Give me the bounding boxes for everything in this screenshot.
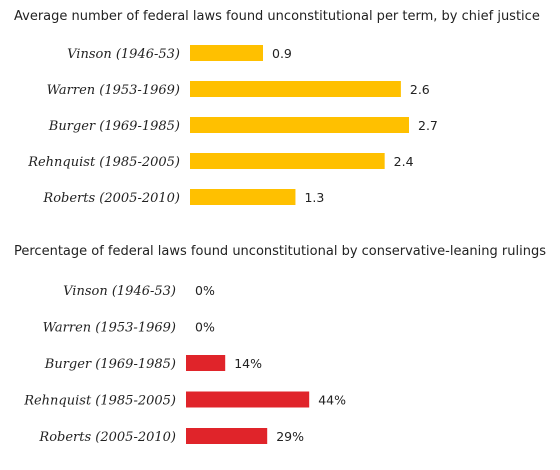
- chart1-value-label: 2.6: [410, 82, 430, 97]
- chart1-bar: [190, 117, 409, 133]
- chart2-category-label: Rehnquist (1985-2005): [23, 394, 176, 409]
- chart1-category-label: Roberts (2005-2010): [42, 191, 180, 206]
- chart2-bar: [186, 391, 310, 408]
- chart2-value-label: 44%: [318, 393, 346, 408]
- chart2-bar: [186, 428, 268, 444]
- chart2-category-label: Burger (1969-1985): [44, 357, 176, 372]
- chart1-title: Average number of federal laws found unc…: [14, 9, 540, 24]
- chart2-bars: Vinson (1946-53) 0% Warren (1953-1969) 0% Bu…: [23, 283, 346, 445]
- chart1-bar: [190, 189, 296, 205]
- chart2-value-label: 0%: [195, 320, 215, 335]
- chart1-bar: [190, 45, 263, 61]
- chart1-bars: Vinson (1946-53) 0.9 Warren (1953-1969) 2.6…: [27, 45, 438, 206]
- chart1-category-label: Burger (1969-1985): [48, 119, 180, 134]
- chart1-category-label: Rehnquist (1985-2005): [27, 155, 180, 170]
- chart2-category-label: Warren (1953-1969): [43, 321, 176, 336]
- chart2-value-label: 29%: [276, 429, 304, 444]
- chart1-value-label: 1.3: [304, 190, 324, 205]
- chart2-bar: [186, 355, 226, 371]
- chart1-value-label: 2.7: [418, 118, 438, 133]
- chart1-category-label: Vinson (1946-53): [67, 47, 180, 62]
- chart2-category-label: Vinson (1946-53): [63, 284, 176, 299]
- chart2-title: Percentage of federal laws found unconst…: [14, 244, 546, 259]
- chart2-value-label: 0%: [195, 283, 215, 298]
- chart1-bar: [190, 153, 385, 169]
- chart2-value-label: 14%: [234, 356, 262, 371]
- chart1-category-label: Warren (1953-1969): [47, 83, 180, 98]
- chart1-value-label: 0.9: [272, 46, 292, 61]
- chart1-bar: [190, 81, 401, 97]
- chart1-value-label: 2.4: [394, 154, 414, 169]
- chart2-category-label: Roberts (2005-2010): [38, 430, 176, 445]
